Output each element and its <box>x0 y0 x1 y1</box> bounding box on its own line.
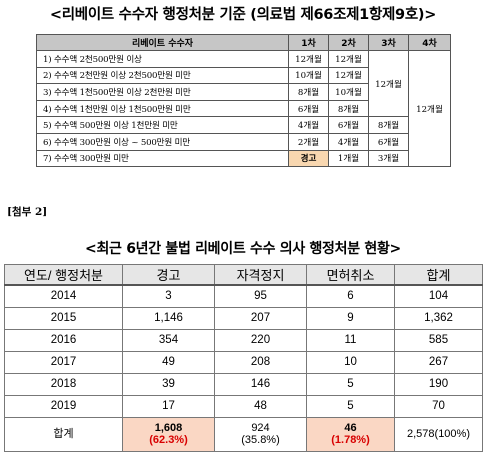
table-row: 3) 수수액 1천500만원 이상 2천만원 미만 8개월 10개월 <box>36 83 451 101</box>
revocation-cell: 5 <box>306 372 395 396</box>
grand-total-cell: 2,578(100%) <box>394 416 483 452</box>
revocation-cell: 9 <box>306 306 395 330</box>
column-header: 자격정지 <box>214 264 307 286</box>
penalty-cell: 6개월 <box>288 99 329 118</box>
criterion-cell: 6) 수수액 300만원 이상 ~ 500만원 미만 <box>36 132 289 151</box>
column-header: 리베이트 수수자 <box>36 34 289 51</box>
total-cell: 1,362 <box>394 306 483 330</box>
revocation-cell: 10 <box>306 350 395 374</box>
criterion-cell: 7) 수수액 300만원 미만 <box>36 149 289 168</box>
suspension-cell: 207 <box>214 306 307 330</box>
warning-total-percent: (62.3%) <box>149 434 188 446</box>
total-cell: 104 <box>394 284 483 308</box>
penalty-cell: 8개월 <box>328 99 369 118</box>
suspension-cell: 208 <box>214 350 307 374</box>
suspension-total-cell: 924 (35.8%) <box>214 416 307 452</box>
penalty-cell: 10개월 <box>328 83 369 101</box>
column-header: 합계 <box>394 264 483 286</box>
revocation-cell: 5 <box>306 394 395 418</box>
column-header: 3차 <box>368 34 409 51</box>
table-row: 2016 354 220 11 585 <box>4 328 483 352</box>
table-header-row: 리베이트 수수자 1차 2차 3차 4차 <box>36 34 451 51</box>
table-row: 2) 수수액 2천만원 이상 2천500만원 미만 10개월 12개월 <box>36 66 451 85</box>
warning-cell: 17 <box>122 394 215 418</box>
penalty-cell: 12개월 <box>328 66 369 85</box>
table-row: 2019 17 48 5 70 <box>4 394 483 418</box>
warning-cell: 49 <box>122 350 215 374</box>
year-cell: 2015 <box>4 306 123 330</box>
warning-total-value: 1,608 <box>154 421 183 434</box>
warning-penalty-cell: 경고 <box>288 149 329 168</box>
penalty-cell: 3개월 <box>368 149 409 168</box>
penalty-cell: 12개월 <box>328 50 369 68</box>
total-cell: 190 <box>394 372 483 396</box>
revocation-total-value: 46 <box>344 421 357 434</box>
suspension-cell: 48 <box>214 394 307 418</box>
warning-cell: 1,146 <box>122 306 215 330</box>
total-cell: 585 <box>394 328 483 352</box>
total-label-cell: 합계 <box>4 416 123 452</box>
year-cell: 2016 <box>4 328 123 352</box>
penalty-criteria-table: 리베이트 수수자 1차 2차 3차 4차 1) 수수액 2천500만원 이상 1… <box>36 34 451 168</box>
suspension-cell: 95 <box>214 284 307 308</box>
table-row: 6) 수수액 300만원 이상 ~ 500만원 미만 2개월 4개월 6개월 <box>36 132 451 151</box>
column-header: 연도/ 행정처분 <box>4 264 123 286</box>
table-row: 2014 3 95 6 104 <box>4 284 483 308</box>
revocation-total-cell: 46 (1.78%) <box>306 416 395 452</box>
merged-penalty-cell-3rd: 12개월 <box>368 49 409 118</box>
table-row: 4) 수수액 1천만원 이상 1천500만원 미만 6개월 8개월 <box>36 99 451 118</box>
penalty-criteria-title: <리베이트 수수자 행정처분 기준 (의료법 제66조제1항제9호)> <box>49 7 437 23</box>
attachment-label: [첨부 2] <box>7 206 48 218</box>
table-row: 5) 수수액 500만원 이상 1천만원 미만 4개월 6개월 8개월 <box>36 116 451 134</box>
table-row: 2015 1,146 207 9 1,362 <box>4 306 483 330</box>
table-row: 1) 수수액 2천500만원 이상 12개월 12개월 12개월 12개월 <box>36 49 451 168</box>
suspension-total-percent: (35.8%) <box>241 434 280 446</box>
table-row: 2017 49 208 10 267 <box>4 350 483 374</box>
penalty-cell: 1개월 <box>328 149 369 168</box>
penalty-cell: 12개월 <box>288 50 329 68</box>
revocation-cell: 6 <box>306 284 395 308</box>
column-header: 면허취소 <box>306 264 395 286</box>
revocation-total-percent: (1.78%) <box>331 434 370 446</box>
revocation-cell: 11 <box>306 328 395 352</box>
total-row: 합계 1,608 (62.3%) 924 (35.8%) 46 (1.78%) … <box>4 416 483 452</box>
table-row: 7) 수수액 300만원 미만 경고 1개월 3개월 <box>36 149 451 168</box>
penalty-cell: 8개월 <box>288 83 329 101</box>
merged-penalty-cell-4th: 12개월 <box>408 49 451 168</box>
total-cell: 267 <box>394 350 483 374</box>
penalty-cell: 10개월 <box>288 66 329 85</box>
warning-cell: 354 <box>122 328 215 352</box>
sanction-status-table: 연도/ 행정처분 경고 자격정지 면허취소 합계 2014 3 95 6 104… <box>4 264 483 452</box>
year-cell: 2019 <box>4 394 123 418</box>
criterion-cell: 5) 수수액 500만원 이상 1천만원 미만 <box>36 116 289 134</box>
criterion-cell: 3) 수수액 1천500만원 이상 2천만원 미만 <box>36 83 289 101</box>
penalty-cell: 8개월 <box>368 116 409 134</box>
suspension-cell: 146 <box>214 372 307 396</box>
column-header: 1차 <box>288 34 329 51</box>
warning-cell: 39 <box>122 372 215 396</box>
year-cell: 2018 <box>4 372 123 396</box>
penalty-cell: 2개월 <box>288 132 329 151</box>
year-cell: 2014 <box>4 284 123 308</box>
total-cell: 70 <box>394 394 483 418</box>
column-header: 4차 <box>408 34 451 51</box>
criterion-cell: 4) 수수액 1천만원 이상 1천500만원 미만 <box>36 99 289 118</box>
suspension-total-value: 924 <box>251 421 270 434</box>
criterion-cell: 2) 수수액 2천만원 이상 2천500만원 미만 <box>36 66 289 85</box>
penalty-cell: 6개월 <box>368 132 409 151</box>
penalty-cell: 4개월 <box>288 116 329 134</box>
penalty-cell: 4개월 <box>328 132 369 151</box>
suspension-cell: 220 <box>214 328 307 352</box>
penalty-cell: 6개월 <box>328 116 369 134</box>
column-header: 2차 <box>328 34 369 51</box>
criterion-cell: 1) 수수액 2천500만원 이상 <box>36 50 289 68</box>
column-header: 경고 <box>122 264 215 286</box>
table-row: 2018 39 146 5 190 <box>4 372 483 396</box>
warning-total-cell: 1,608 (62.3%) <box>122 416 215 452</box>
year-cell: 2017 <box>4 350 123 374</box>
warning-cell: 3 <box>122 284 215 308</box>
table-header-row: 연도/ 행정처분 경고 자격정지 면허취소 합계 <box>4 264 483 286</box>
sanction-status-title: <최근 6년간 불법 리베이트 수수 의사 행정처분 현황> <box>85 241 401 257</box>
